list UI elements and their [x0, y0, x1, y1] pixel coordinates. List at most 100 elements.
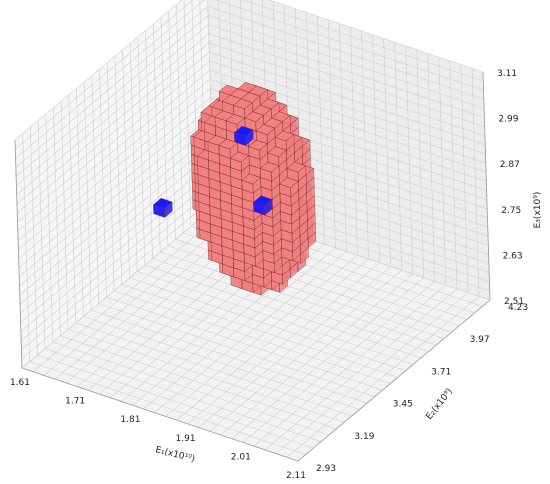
gridline — [15, 0, 194, 150]
gridline — [99, 69, 107, 298]
gridline — [350, 27, 358, 256]
gridline — [37, 120, 46, 349]
gridline — [175, 4, 184, 233]
gridline — [15, 0, 205, 159]
gridline — [21, 197, 214, 360]
voxel — [267, 146, 287, 167]
gridline — [372, 34, 380, 263]
gridline — [53, 107, 61, 336]
z-axis-label: E₃(x10⁹) — [533, 192, 543, 229]
highlight-voxel — [253, 195, 273, 216]
gridline — [21, 206, 215, 369]
gridline — [18, 97, 211, 259]
gridline — [83, 82, 92, 311]
gridline — [18, 106, 212, 268]
gridline — [15, 6, 209, 168]
gridline — [67, 329, 345, 423]
gridline — [68, 94, 77, 323]
gridline — [15, 15, 209, 177]
axis-edge — [482, 71, 491, 301]
gridline — [19, 133, 212, 296]
tick-labels: 1.61 1.71 1.81 1.91 2.01 2.11 2.93 3.19 3.45 3.71… — [10, 69, 528, 481]
voxel — [241, 173, 262, 194]
gridline — [129, 43, 138, 272]
y-tick-label: 3.71 — [431, 367, 451, 377]
z-tick-label: 2.75 — [501, 206, 521, 216]
gridline — [30, 127, 38, 356]
gridline — [231, 277, 424, 439]
gridline — [17, 69, 210, 232]
gridline — [114, 56, 123, 285]
gridline — [220, 273, 413, 436]
voxel — [229, 151, 250, 172]
z-tick-label: 2.87 — [500, 160, 520, 170]
gridline — [91, 75, 100, 304]
gridline — [20, 152, 213, 314]
gridline — [106, 62, 115, 291]
gridline — [183, 0, 192, 227]
gridline — [60, 335, 337, 430]
voxel — [244, 111, 265, 132]
x-axis-label: E₁(x10¹⁰) — [154, 445, 196, 464]
gridline — [165, 255, 358, 417]
x-tick-label: 2.01 — [231, 452, 251, 462]
gridline — [394, 42, 402, 271]
floor-pane — [22, 207, 490, 461]
x-tick-label: 1.81 — [120, 415, 140, 425]
gridline — [76, 88, 84, 317]
gridline — [208, 33, 485, 128]
gridline — [91, 309, 368, 404]
x-tick-label: 1.61 — [10, 378, 30, 388]
gridline — [60, 101, 69, 330]
gridline — [52, 341, 329, 436]
x-tick-label: 2.11 — [286, 471, 306, 481]
highlight-voxel — [233, 125, 254, 146]
gridline — [214, 0, 484, 91]
gridline — [383, 38, 391, 267]
gridline — [209, 270, 402, 432]
y-axis-label: E₂(x10⁹) — [424, 387, 454, 422]
gridline — [208, 15, 485, 109]
gridline — [17, 60, 210, 223]
z-tick-label: 2.63 — [503, 251, 523, 261]
gridline — [98, 303, 375, 397]
gridline — [317, 16, 325, 245]
gridline — [242, 281, 435, 443]
gridline — [20, 170, 214, 332]
voxel — [286, 161, 307, 182]
gridline — [145, 30, 153, 259]
voxel — [274, 130, 295, 151]
gridline — [17, 79, 211, 241]
gridline — [19, 124, 212, 287]
gridline — [21, 188, 214, 350]
y-tick-label: 4.23 — [508, 303, 528, 313]
gridline — [14, 0, 183, 141]
gridline — [460, 64, 469, 293]
gridline — [208, 42, 486, 137]
gridline — [176, 258, 369, 421]
gridline — [37, 354, 314, 449]
gridline — [20, 179, 214, 341]
gridline — [114, 290, 391, 385]
y-tick-label: 3.19 — [354, 432, 374, 442]
gridline — [121, 283, 398, 378]
voxel — [233, 98, 253, 119]
gridline — [438, 57, 447, 286]
voxel — [255, 124, 276, 145]
gridline — [253, 284, 447, 447]
gridline — [106, 296, 383, 391]
axis-edge — [21, 367, 299, 462]
gridline — [122, 49, 130, 278]
gridline — [160, 251, 437, 346]
gridline — [198, 266, 391, 428]
gridline — [43, 214, 237, 376]
gridline — [168, 11, 176, 240]
gridline — [19, 142, 213, 305]
z-tick-label: 3.11 — [497, 69, 517, 79]
gridline — [154, 251, 347, 413]
z-tick-label: 2.99 — [498, 115, 518, 125]
gridline — [75, 322, 352, 417]
gridline — [241, 0, 484, 82]
gridline — [209, 60, 486, 155]
